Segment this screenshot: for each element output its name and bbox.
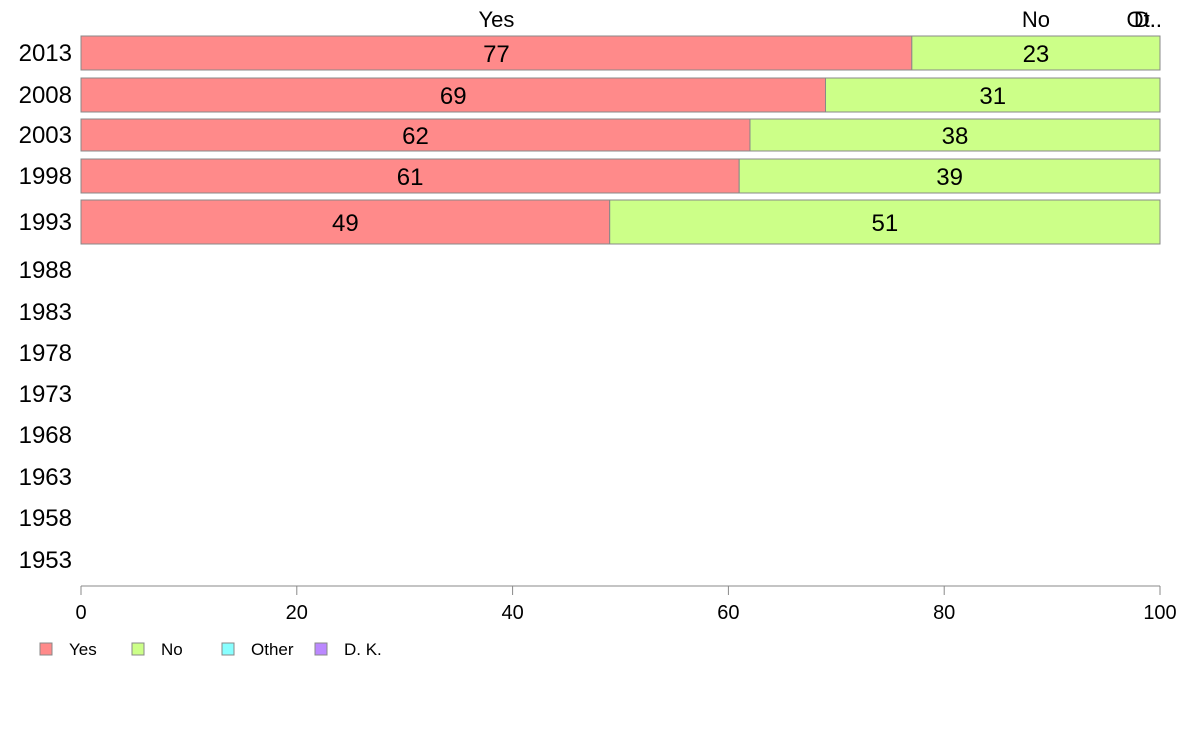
data-label-yes-2008: 69 <box>440 83 467 110</box>
data-label-yes-1998: 61 <box>397 164 424 191</box>
top-label-3: D.. <box>1134 7 1162 32</box>
x-tick-label-60: 60 <box>717 602 739 624</box>
x-tick-label-20: 20 <box>286 602 308 624</box>
bar-yes-1998 <box>80 158 740 194</box>
bar-no-2008 <box>825 77 1161 113</box>
data-label-yes-1993: 49 <box>332 210 359 237</box>
y-tick-label-2008: 2008 <box>19 82 72 109</box>
x-tick-label-40: 40 <box>501 602 523 624</box>
y-tick-label-2003: 2003 <box>19 122 72 149</box>
legend-swatch-yes <box>39 642 53 656</box>
legend-label-d-k: D. K. <box>344 640 382 659</box>
bar-yes-1993 <box>80 199 611 245</box>
legend-swatch-other <box>221 642 235 656</box>
y-tick-label-2013: 2013 <box>19 40 72 67</box>
bar-yes-2013 <box>80 35 913 71</box>
legend-label-yes: Yes <box>69 640 97 659</box>
data-label-no-2003: 38 <box>942 123 969 150</box>
data-label-yes-2013: 77 <box>483 41 510 68</box>
x-tick-label-100: 100 <box>1143 602 1176 624</box>
data-label-no-2013: 23 <box>1023 41 1050 68</box>
data-label-yes-2003: 62 <box>402 123 429 150</box>
top-label-1: No <box>1022 7 1050 32</box>
y-tick-label-1958: 1958 <box>19 505 72 532</box>
y-tick-label-1983: 1983 <box>19 299 72 326</box>
y-tick-label-1998: 1998 <box>19 163 72 190</box>
bar-no-2003 <box>749 118 1161 152</box>
x-tick-label-80: 80 <box>933 602 955 624</box>
legend-swatch-d-k <box>314 642 328 656</box>
legend-label-no: No <box>161 640 183 659</box>
legend-swatch-no <box>131 642 145 656</box>
bar-no-1998 <box>738 158 1161 194</box>
y-tick-label-1988: 1988 <box>19 257 72 284</box>
y-tick-label-1973: 1973 <box>19 381 72 408</box>
legend: Yes No Other D. K. <box>39 640 382 659</box>
x-tick-label-0: 0 <box>75 602 86 624</box>
y-tick-label-1968: 1968 <box>19 422 72 449</box>
top-label-2: Ot.. <box>1127 7 1162 32</box>
data-label-no-1998: 39 <box>936 164 963 191</box>
y-axis: 2013 2008 2003 1998 1993 1988 1983 1978 1973 1968… <box>19 40 72 574</box>
x-axis: 0 20 40 60 80 100 <box>75 585 1177 624</box>
legend-label-other: Other <box>251 640 294 659</box>
bar-no-2013 <box>911 35 1161 71</box>
y-tick-label-1953: 1953 <box>19 547 72 574</box>
bars: 77 23 69 31 62 38 61 39 49 51 <box>80 35 1161 245</box>
top-label-0: Yes <box>478 7 514 32</box>
data-label-no-2008: 31 <box>979 83 1006 110</box>
bar-yes-2003 <box>80 118 751 152</box>
top-labels: Yes No Ot..D.. <box>478 7 1162 32</box>
bar-no-1993 <box>609 199 1161 245</box>
y-tick-label-1993: 1993 <box>19 209 72 236</box>
y-tick-label-1978: 1978 <box>19 340 72 367</box>
y-tick-label-1963: 1963 <box>19 464 72 491</box>
data-label-no-1993: 51 <box>872 210 899 237</box>
bar-yes-2008 <box>80 77 827 113</box>
